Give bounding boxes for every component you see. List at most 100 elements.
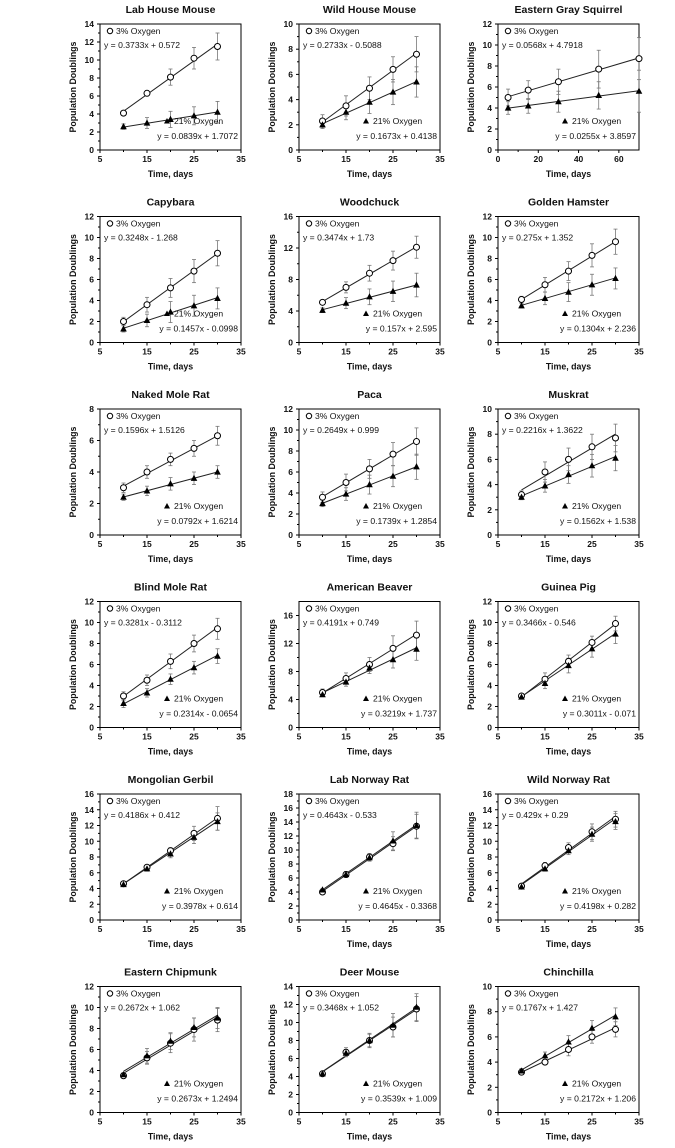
data-point-21-oxygen (120, 123, 127, 130)
y-tick-label: 2 (288, 901, 293, 911)
chart-panel: Chinchilla 0 2 4 6 8 10 5 15 25 35 Time, days Popula… (466, 967, 644, 1142)
equation-3-oxygen: y = 0.275x + 1.352 (502, 233, 573, 243)
legend-marker-3-oxygen (504, 797, 512, 805)
x-tick-label: 5 (496, 732, 501, 742)
data-point-21-oxygen (541, 294, 549, 301)
data-point-21-oxygen (524, 102, 532, 109)
data-point-21-oxygen (143, 865, 151, 872)
x-axis-label: Time, days (546, 747, 591, 757)
x-tick-label: 15 (341, 347, 351, 357)
legend-label-21-oxygen: 21% Oxygen (174, 694, 223, 704)
legend-label-21-oxygen: 21% Oxygen (373, 501, 422, 511)
chart-panel: Paca 0 2 4 6 8 10 12 5 15 25 35 Time, days Population… (267, 389, 445, 564)
data-point-21-oxygen (504, 104, 512, 111)
equation-3-oxygen: y = 0.0568x + 4.7918 (502, 40, 583, 50)
legend-marker-3-oxygen (305, 605, 313, 612)
y-tick-label: 14 (483, 805, 493, 815)
legend-marker-3-oxygen (504, 27, 512, 35)
data-point-3-oxygen (413, 438, 420, 446)
x-tick-label: 5 (297, 1117, 302, 1127)
legend-marker-3-oxygen (106, 797, 114, 805)
data-point-21-oxygen (541, 482, 549, 489)
data-point-3-oxygen (612, 238, 619, 246)
legend-label-3-oxygen: 3% Oxygen (514, 219, 559, 229)
data-point-21-oxygen (389, 88, 397, 95)
y-tick-label: 4 (487, 1057, 492, 1067)
legend-marker-3-oxygen (305, 990, 313, 997)
y-tick-label: 6 (487, 454, 492, 464)
data-point-3-oxygen (588, 251, 596, 259)
y-tick-label: 16 (284, 803, 294, 813)
x-axis-label: Time, days (347, 554, 392, 564)
y-axis-label: Population Doublings (267, 234, 277, 325)
data-point-3-oxygen (167, 284, 174, 292)
data-point-21-oxygen (214, 468, 221, 475)
x-tick-label: 5 (496, 924, 501, 934)
y-tick-label: 0 (89, 1108, 94, 1118)
data-point-21-oxygen (565, 470, 572, 478)
y-tick-label: 10 (284, 19, 294, 29)
data-point-3-oxygen (389, 65, 397, 73)
data-point-3-oxygen (120, 692, 127, 700)
y-tick-label: 0 (288, 145, 293, 155)
data-point-21-oxygen (143, 119, 151, 126)
data-point-21-oxygen (167, 115, 174, 122)
y-tick-label: 0 (89, 915, 94, 925)
y-tick-label: 4 (487, 296, 492, 306)
data-point-21-oxygen (518, 693, 525, 700)
data-point-3-oxygen (342, 479, 350, 486)
equation-21-oxygen: y = 0.1562x + 1.538 (560, 516, 636, 526)
data-point-3-oxygen (319, 493, 326, 501)
equation-21-oxygen: y = 0.3539x + 1.009 (361, 1094, 437, 1104)
x-tick-label: 35 (634, 1117, 644, 1127)
legend-marker-3-oxygen (305, 27, 313, 35)
y-tick-label: 0 (288, 1108, 293, 1118)
y-tick-label: 0 (89, 338, 94, 348)
legend-marker-21-oxygen (562, 695, 568, 701)
data-point-3-oxygen (366, 465, 373, 473)
y-axis-label: Population Doublings (267, 41, 277, 132)
y-tick-label: 0 (288, 723, 293, 733)
y-tick-label: 12 (284, 831, 294, 841)
y-axis-label: Population Doublings (466, 426, 476, 517)
data-point-21-oxygen (366, 481, 373, 488)
data-point-3-oxygen (190, 640, 198, 647)
y-tick-label: 0 (288, 915, 293, 925)
data-point-3-oxygen (518, 295, 525, 303)
data-point-21-oxygen (588, 645, 596, 652)
legend-label-3-oxygen: 3% Oxygen (315, 219, 360, 229)
data-point-3-oxygen (413, 631, 420, 639)
data-point-3-oxygen (120, 109, 127, 117)
equation-3-oxygen: y = 0.2649x + 0.999 (303, 425, 379, 435)
legend-marker-3-oxygen (106, 412, 114, 420)
y-tick-label: 10 (483, 40, 493, 50)
x-tick-label: 15 (341, 539, 351, 549)
legend-marker-3-oxygen (504, 605, 512, 612)
x-tick-label: 5 (496, 347, 501, 357)
legend-marker-3-oxygen (106, 605, 114, 612)
legend-marker-21-oxygen (363, 1080, 369, 1086)
y-tick-label: 12 (483, 597, 493, 607)
y-tick-label: 4 (89, 467, 94, 477)
y-tick-label: 12 (85, 37, 95, 47)
legend-label-21-oxygen: 21% Oxygen (572, 116, 621, 126)
equation-21-oxygen: y = 0.1673x + 0.4138 (356, 131, 437, 141)
y-tick-label: 10 (483, 982, 493, 992)
data-point-21-oxygen (595, 91, 603, 98)
y-tick-label: 2 (89, 127, 94, 137)
y-tick-label: 12 (85, 982, 95, 992)
chart-panel: Lab House Mouse 0 2 4 6 8 10 12 14 5 15 25 35 Time, d… (68, 4, 246, 179)
data-point-3-oxygen (588, 1033, 596, 1041)
legend-marker-21-oxygen (562, 888, 568, 894)
data-point-3-oxygen (366, 269, 373, 277)
chart-panel: Capybara 0 2 4 6 8 10 12 5 15 25 35 Time, days Popula… (68, 197, 246, 372)
data-point-3-oxygen (554, 78, 562, 86)
y-tick-label: 16 (483, 789, 493, 799)
data-point-3-oxygen (541, 1058, 549, 1066)
data-point-21-oxygen (565, 1038, 572, 1045)
x-tick-label: 25 (388, 347, 398, 357)
x-tick-label: 15 (341, 154, 351, 164)
data-point-3-oxygen (565, 267, 572, 275)
data-point-21-oxygen (413, 645, 420, 652)
data-point-3-oxygen (143, 301, 151, 309)
